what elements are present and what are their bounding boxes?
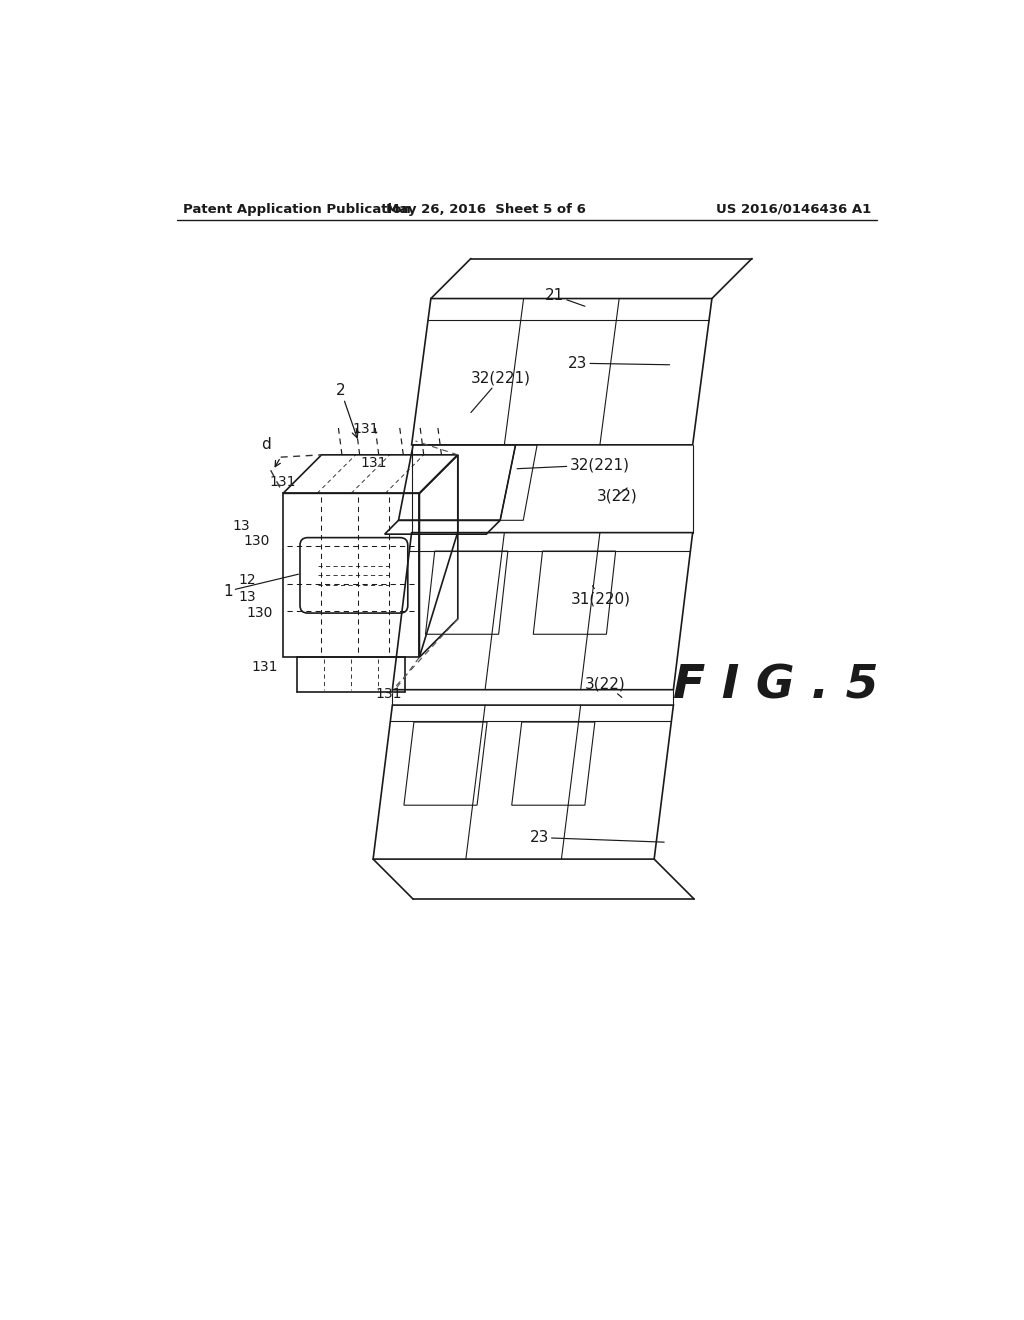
- Text: 32(221): 32(221): [517, 457, 630, 473]
- Text: 130: 130: [246, 606, 272, 619]
- Text: d: d: [261, 437, 271, 453]
- Text: 13: 13: [239, 590, 256, 605]
- Text: 3(22): 3(22): [585, 676, 626, 697]
- Text: 131: 131: [252, 660, 278, 673]
- Text: Patent Application Publication: Patent Application Publication: [183, 203, 411, 215]
- Text: 23: 23: [529, 830, 665, 845]
- Text: 131: 131: [360, 455, 386, 470]
- Text: 31(220): 31(220): [571, 586, 631, 606]
- Text: 12: 12: [239, 573, 256, 587]
- Text: F I G . 5: F I G . 5: [674, 664, 879, 709]
- Text: 3(22): 3(22): [596, 488, 637, 503]
- Text: May 26, 2016  Sheet 5 of 6: May 26, 2016 Sheet 5 of 6: [386, 203, 586, 215]
- Text: US 2016/0146436 A1: US 2016/0146436 A1: [716, 203, 871, 215]
- Text: 130: 130: [244, 535, 270, 548]
- Text: 131: 131: [376, 686, 401, 701]
- Text: 13: 13: [232, 520, 250, 533]
- Text: 23: 23: [568, 355, 670, 371]
- Text: 32(221): 32(221): [471, 371, 530, 412]
- Text: 131: 131: [269, 475, 296, 488]
- Text: 2: 2: [336, 383, 358, 438]
- Text: 131: 131: [352, 422, 379, 437]
- Text: 1: 1: [223, 574, 298, 599]
- Text: 21: 21: [545, 288, 585, 306]
